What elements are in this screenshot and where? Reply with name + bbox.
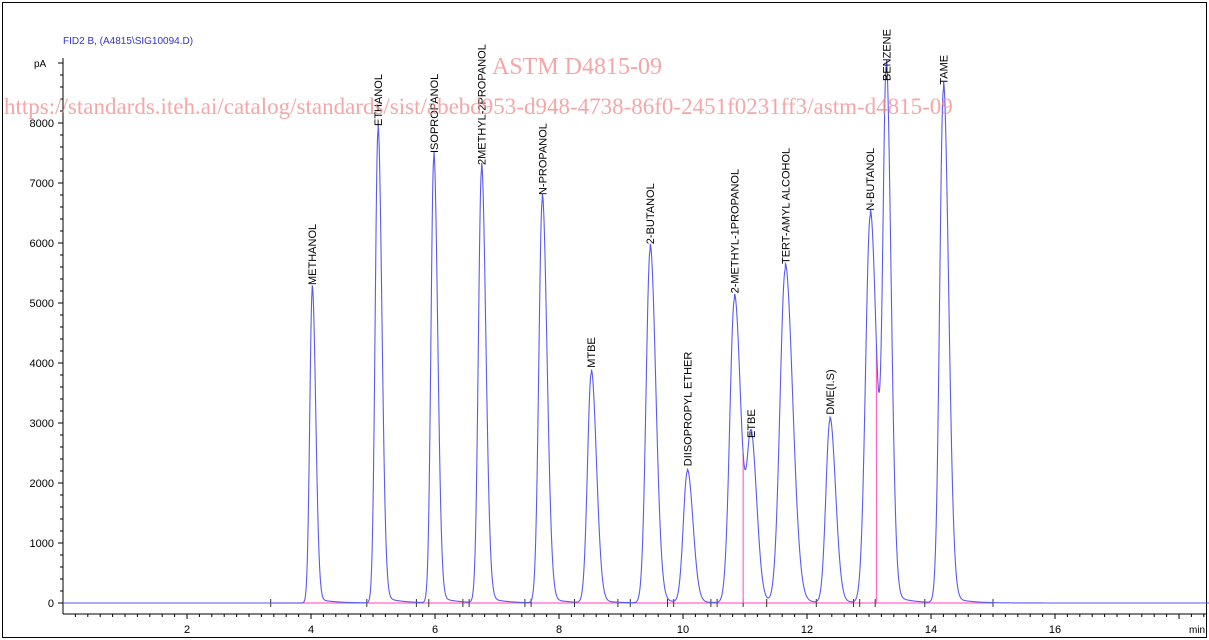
y-tick-label: 6000 [30, 238, 54, 250]
x-tick-label: 16 [1049, 624, 1061, 636]
x-tick-label: 8 [556, 624, 562, 636]
y-tick-label: 4000 [30, 358, 54, 370]
signal-header-label: FID2 B, (A4815\SIG10094.D) [63, 36, 193, 47]
x-tick-label: 10 [677, 624, 689, 636]
peak-label: 2METHYL-2PROPANOL [477, 44, 489, 165]
y-tick-label: 7000 [30, 178, 54, 190]
peak-label: ISOPROPANOL [429, 74, 441, 153]
x-tick-label: 12 [801, 624, 813, 636]
peak-label: METHANOL [307, 224, 319, 285]
y-tick-label: 1000 [30, 538, 54, 550]
y-tick-label: 3000 [30, 418, 54, 430]
y-axis-unit-label: pA [34, 59, 47, 70]
x-tick-label: 2 [184, 624, 190, 636]
peak-labels: METHANOL ETHANOL ISOPROPANOL 2METHYL-2PROPA… [307, 29, 950, 466]
peak-label: ETBE [746, 409, 758, 438]
x-tick-label: 6 [432, 624, 438, 636]
peak-label: 2-BUTANOL [645, 183, 657, 244]
peak-label: DIISOPROPYL ETHER [682, 352, 694, 467]
signal-trace [63, 59, 1209, 604]
x-axis-unit-label: min [1189, 625, 1205, 636]
peak-label: ETHANOL [373, 74, 385, 126]
peak-label: TAME [938, 55, 950, 85]
x-tick-label: 4 [308, 624, 314, 636]
peak-label: MTBE [586, 337, 598, 368]
axes: 0 1000 2000 3000 4000 5000 6000 7000 8000 2 4 6 8 10 1… [30, 58, 1207, 636]
x-tick-label: 14 [925, 624, 937, 636]
peak-label: N-BUTANOL [865, 148, 877, 211]
peak-label: TERT-AMYL ALCOHOL [780, 148, 792, 264]
peak-label: 2-METHYL-1PROPANOL [729, 169, 741, 294]
baseline-layer [270, 345, 994, 607]
peak-label: DME(I.S) [825, 369, 837, 414]
y-tick-label: 8000 [30, 118, 54, 130]
y-tick-label: 5000 [30, 298, 54, 310]
peak-label: N-PROPANOL [537, 123, 549, 195]
peak-label: BENZENE [881, 29, 893, 81]
y-tick-label: 2000 [30, 478, 54, 490]
y-tick-label: 0 [48, 598, 54, 610]
